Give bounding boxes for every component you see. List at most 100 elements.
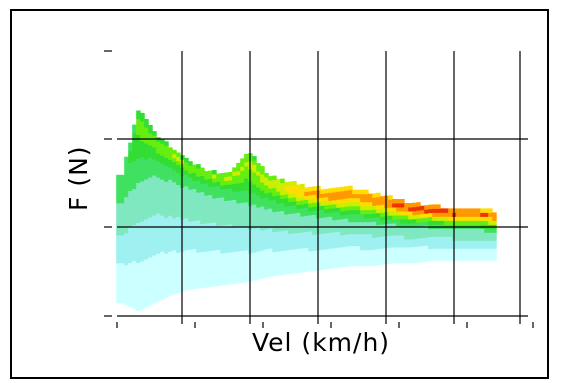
heat-cell — [392, 223, 397, 228]
heat-cell — [208, 218, 213, 224]
heat-cell — [288, 245, 293, 250]
heat-cell — [192, 276, 197, 282]
heat-cell — [176, 156, 181, 161]
heat-cell — [288, 237, 293, 242]
heat-cell — [124, 200, 129, 206]
heat-cell — [264, 173, 269, 178]
heat-cell — [216, 257, 221, 262]
heat-cell — [116, 294, 121, 300]
heat-cell — [244, 209, 249, 215]
heat-cell — [332, 223, 337, 229]
heat-cell — [124, 172, 129, 178]
heat-cell — [492, 216, 497, 221]
heat-cell — [168, 259, 173, 264]
heat-cell — [216, 185, 221, 190]
heat-cell — [264, 209, 269, 214]
heat-cell — [472, 240, 477, 245]
heat-cell — [388, 235, 393, 240]
heat-cell — [136, 306, 141, 311]
heat-cell — [120, 186, 125, 192]
heat-cell — [472, 252, 477, 257]
heat-cell — [156, 293, 161, 298]
heat-cell — [176, 252, 181, 257]
heat-cell — [460, 244, 465, 249]
heat-cell — [364, 225, 369, 231]
heat-cell — [136, 146, 141, 151]
heat-cell — [200, 207, 205, 213]
heat-cell — [236, 218, 241, 224]
heat-cell — [168, 187, 173, 192]
heat-cell — [432, 216, 437, 221]
heat-cell — [400, 203, 405, 208]
heat-cell — [400, 251, 405, 256]
heat-cell — [136, 186, 141, 191]
heat-cell — [212, 190, 217, 195]
heat-cell — [172, 209, 177, 215]
heat-cell — [360, 253, 365, 259]
heat-cell — [132, 208, 137, 214]
heat-cell — [440, 244, 445, 249]
heat-cell — [400, 223, 405, 228]
heat-cell — [340, 230, 345, 236]
heat-cell — [360, 241, 365, 247]
heat-cell — [280, 186, 285, 192]
heat-cell — [416, 214, 421, 219]
heat-cell — [260, 222, 265, 227]
heat-cell — [428, 236, 433, 242]
heat-cell — [124, 236, 129, 242]
heat-cell — [140, 200, 145, 206]
heat-cell — [304, 243, 309, 248]
heat-cell — [120, 178, 125, 184]
heat-cell — [216, 189, 221, 194]
heat-cell — [144, 171, 149, 176]
heat-cell — [240, 250, 245, 255]
heat-cell — [252, 160, 257, 165]
heat-cell — [156, 181, 161, 186]
heat-cell — [368, 213, 373, 219]
heat-cell — [408, 227, 413, 232]
heat-cell — [396, 211, 401, 216]
heat-cell — [252, 188, 257, 193]
heat-cell — [308, 222, 313, 228]
heat-cell — [244, 241, 249, 247]
heat-cell — [372, 233, 377, 238]
heat-cell — [224, 192, 229, 197]
heat-cell — [300, 184, 305, 189]
heat-cell — [136, 218, 141, 223]
heat-cell — [120, 282, 125, 288]
heat-cell — [164, 269, 169, 274]
heat-cell — [224, 240, 229, 245]
heat-cell — [116, 210, 121, 216]
heat-cell — [356, 225, 361, 231]
heat-cell — [144, 239, 149, 244]
heat-cell — [256, 239, 261, 244]
heat-cell — [140, 152, 145, 158]
heat-cell — [436, 232, 441, 237]
heat-cell — [260, 182, 265, 187]
heat-cell — [252, 232, 257, 237]
heat-cell — [148, 197, 153, 202]
heat-cell — [312, 218, 317, 223]
heat-cell — [292, 213, 297, 218]
heat-cell — [236, 242, 241, 248]
heat-cell — [304, 235, 309, 240]
heat-cell — [448, 256, 453, 261]
heat-cell — [320, 253, 325, 258]
heat-cell — [380, 240, 385, 245]
heat-cell — [408, 223, 413, 228]
heat-cell — [160, 175, 165, 180]
heat-cell — [188, 221, 193, 226]
heat-cell — [336, 227, 341, 232]
heat-cell — [460, 248, 465, 253]
heat-cell — [136, 166, 141, 171]
heat-cell — [280, 226, 285, 232]
heat-cell — [292, 189, 297, 194]
heat-cell — [272, 211, 277, 217]
heat-cell — [260, 206, 265, 211]
heat-cell — [476, 232, 481, 237]
heat-cell — [276, 263, 281, 268]
heat-cell — [144, 271, 149, 276]
heat-cell — [136, 222, 141, 227]
heat-cell — [364, 205, 369, 211]
heat-cell — [388, 255, 393, 260]
